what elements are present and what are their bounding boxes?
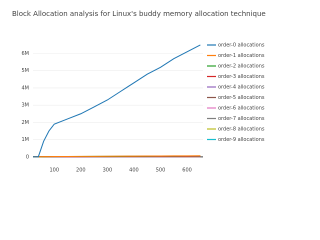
legend-label: order-8 allocations: [218, 127, 265, 133]
y-tick-label: 4M: [22, 85, 30, 91]
legend-label: order-2 allocations: [218, 64, 265, 70]
legend-label: order-6 allocations: [218, 106, 265, 112]
y-tick-label: 1M: [22, 137, 30, 143]
legend-label: order-0 allocations: [218, 43, 265, 49]
chart: Block Allocation analysis for Linux's bu…: [12, 10, 266, 174]
x-tick-label: 500: [156, 168, 166, 174]
y-tick-label: 6M: [22, 51, 30, 57]
x-tick-label: 200: [76, 168, 86, 174]
legend-label: order-9 allocations: [218, 137, 265, 143]
x-tick-label: 400: [129, 168, 139, 174]
y-tick-label: 2M: [22, 120, 30, 126]
legend-label: order-3 allocations: [218, 74, 265, 80]
y-tick-label: 3M: [22, 103, 30, 109]
legend-label: order-1 allocations: [218, 53, 265, 59]
y-tick-label: 5M: [22, 68, 30, 74]
legend-label: order-7 allocations: [218, 116, 265, 122]
x-tick-label: 100: [49, 168, 59, 174]
series-line: [33, 44, 201, 158]
legend-label: order-5 allocations: [218, 95, 265, 101]
chart-title: Block Allocation analysis for Linux's bu…: [12, 10, 266, 18]
x-tick-label: 300: [103, 168, 113, 174]
x-tick-label: 600: [182, 168, 192, 174]
series-line: [33, 155, 201, 158]
legend-label: order-4 allocations: [218, 85, 265, 91]
y-tick-label: 0: [26, 154, 29, 160]
